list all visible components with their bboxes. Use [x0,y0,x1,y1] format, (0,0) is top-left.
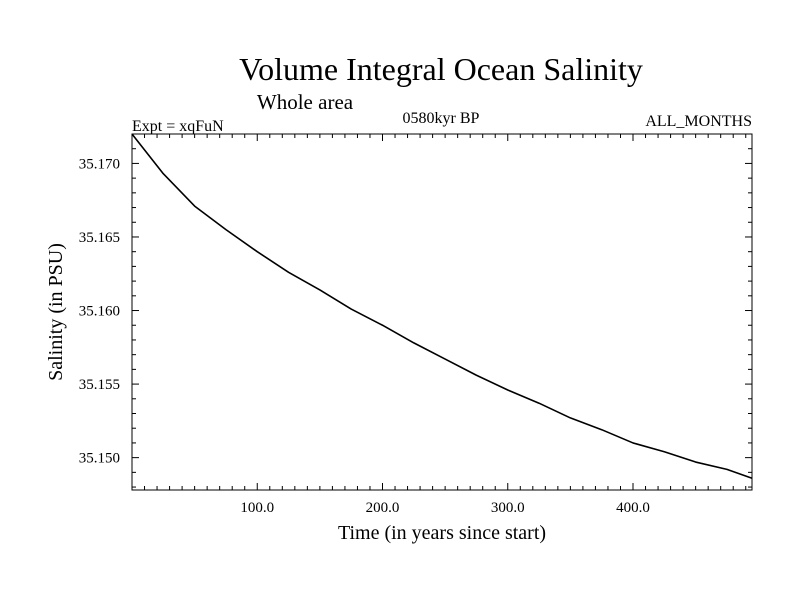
y-tick-label: 35.155 [79,377,120,393]
series-group [131,133,753,479]
x-axis-tick-labels: 100.0 200.0 300.0 400.0 [240,500,650,516]
plot-frame [131,133,753,491]
series-line-0 [131,133,753,479]
period-label: 0580kyr BP [403,110,480,127]
x-tick-label: 300.0 [491,500,525,516]
y-tick-label: 35.150 [79,451,120,467]
x-tick-label: 200.0 [366,500,400,516]
y-tick-label: 35.160 [79,304,120,320]
y-axis-ticks [132,148,752,488]
x-tick-label: 100.0 [240,500,274,516]
x-axis-label: Time (in years since start) [338,522,546,544]
experiment-label: Expt = xqFuN [132,118,224,135]
y-tick-label: 35.170 [79,156,120,172]
y-axis-label: Salinity (in PSU) [45,243,67,381]
chart-title: Volume Integral Ocean Salinity [239,51,643,87]
x-tick-label: 400.0 [616,500,650,516]
x-axis-ticks [144,134,747,490]
y-tick-label: 35.165 [79,230,120,246]
y-axis-tick-labels: 35.150 35.155 35.160 35.165 35.170 [79,156,120,466]
chart-subtitle: Whole area [257,90,354,114]
months-label: ALL_MONTHS [645,113,752,130]
